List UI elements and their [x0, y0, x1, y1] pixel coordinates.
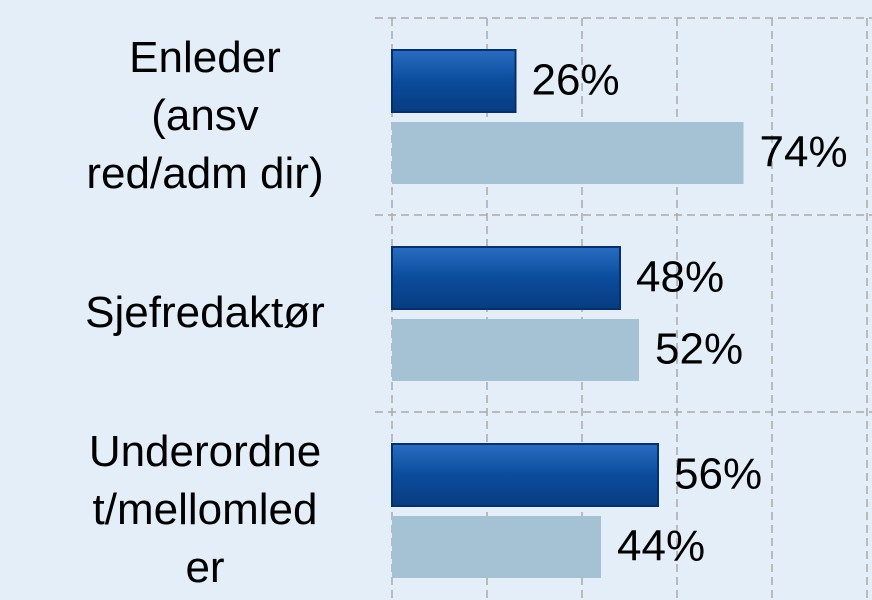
bar — [391, 49, 517, 113]
value-label: 56% — [674, 450, 762, 499]
category-label: (ansv — [151, 91, 259, 140]
category-label: t/mellomled — [93, 485, 318, 534]
category-label: red/adm dir) — [86, 149, 323, 198]
marks: Enleder (ansv red/adm dir) 26% 74% Sjefredakt… — [85, 33, 847, 592]
value-label: 52% — [655, 325, 743, 374]
value-label: 48% — [636, 253, 724, 302]
category-label: Enleder — [129, 33, 281, 82]
bar — [391, 246, 621, 310]
category-label: Underordne — [89, 427, 321, 476]
bar — [391, 443, 659, 507]
category-label: Sjefredaktør — [85, 288, 325, 337]
category-label: er — [185, 543, 224, 592]
value-label: 44% — [617, 522, 705, 571]
bar — [392, 516, 601, 578]
bar — [392, 319, 639, 381]
value-label: 26% — [532, 56, 620, 105]
value-label: 74% — [760, 128, 848, 177]
bar — [392, 122, 744, 184]
